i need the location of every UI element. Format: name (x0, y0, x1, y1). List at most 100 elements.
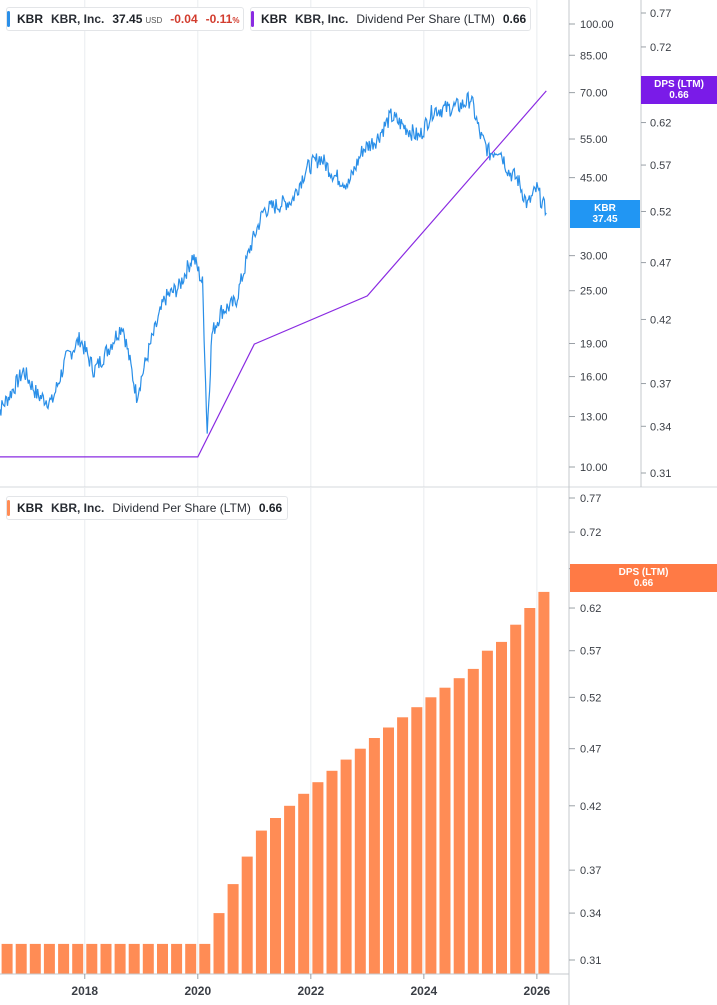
dps-axis-tick-label: 0.52 (650, 206, 671, 218)
legend-price[interactable]: KBR KBR, Inc. 37.45 USD -0.04 -0.11% (6, 7, 244, 31)
legend-dps-value: 0.66 (258, 501, 283, 515)
dps-bar (326, 770, 338, 974)
dps-bar (284, 805, 296, 974)
x-axis-tick-label: 2018 (71, 984, 98, 998)
x-axis-tick-label: 2022 (297, 984, 324, 998)
dps-bar (72, 943, 84, 974)
dps-bar (142, 943, 154, 974)
dps-last-value-tag-bottom: DPS (LTM) 0.66 (570, 564, 717, 592)
price-tag-value: 37.45 (592, 214, 618, 225)
dps-bar (114, 943, 126, 974)
price-axis-tick-label: 19.00 (580, 339, 608, 351)
dps-tag-label: DPS (LTM) (654, 79, 704, 90)
legend-dps-bar-color (7, 500, 10, 516)
dps-bar (298, 793, 310, 974)
dps-bar (340, 759, 352, 974)
bar-axis-tick-label: 0.37 (580, 865, 601, 877)
dps-axis-tick-label: 0.31 (650, 468, 671, 480)
legend-symbol: KBR (17, 501, 43, 515)
dps-tag-value: 0.66 (669, 90, 689, 101)
price-axis-tick-label: 55.00 (580, 134, 608, 146)
dps-bar (270, 818, 281, 974)
price-axis-tick-label: 25.00 (580, 286, 608, 298)
dps-bar (439, 687, 451, 974)
dps-bar (100, 943, 112, 974)
dps-axis-tick-label: 0.34 (650, 421, 671, 433)
bar-axis-tick-label: 0.72 (580, 527, 601, 539)
dps-bar (241, 856, 253, 974)
dps-bar (312, 782, 324, 974)
price-line-series (0, 91, 547, 434)
dps-tag-label: DPS (LTM) (618, 567, 669, 578)
dps-axis-tick-label: 0.37 (650, 379, 671, 391)
dps-bar (157, 943, 168, 974)
price-axis-tick-label: 30.00 (580, 251, 608, 263)
legend-dps-color-bar (251, 11, 254, 27)
price-axis-tick-label: 85.00 (580, 50, 608, 62)
bar-axis-tick-label: 0.77 (580, 493, 601, 505)
price-last-value-tag: KBR 37.45 (570, 200, 640, 228)
dps-bar (15, 943, 27, 974)
dps-bar (397, 717, 409, 974)
dps-axis-tick-label: 0.77 (650, 8, 671, 20)
bar-axis-tick-label: 0.31 (580, 955, 601, 967)
bar-axis-tick-label: 0.47 (580, 744, 601, 756)
legend-dps-value: 0.66 (502, 12, 527, 26)
dps-bar (255, 830, 267, 974)
legend-name: KBR, Inc. (51, 12, 105, 26)
legend-dps-bottom[interactable]: KBR KBR, Inc. Dividend Per Share (LTM) 0… (6, 496, 288, 520)
legend-indicator: Dividend Per Share (LTM) (112, 501, 251, 515)
dps-bar (481, 650, 493, 974)
dps-bar-series (1, 591, 550, 974)
dps-bar (185, 943, 197, 974)
dps-bar (354, 748, 366, 974)
price-axis-tick-label: 100.00 (580, 19, 614, 31)
dps-bar (227, 884, 239, 974)
x-axis-tick-label: 2024 (410, 984, 437, 998)
legend-price-value: 37.45 (112, 12, 143, 26)
top-panel-grid (84, 0, 538, 487)
dps-bar (213, 913, 225, 974)
bar-axis-tick-label: 0.62 (580, 603, 601, 615)
price-axis-tick-label: 10.00 (580, 462, 608, 474)
dps-bar (58, 943, 70, 974)
legend-price-unit: USD (145, 16, 163, 25)
dps-bar (453, 678, 465, 974)
dps-bar (128, 943, 140, 974)
dps-bar (538, 591, 550, 974)
legend-symbol: KBR (261, 12, 287, 26)
dps-bar (29, 943, 41, 974)
dps-bar (411, 707, 423, 974)
dps-bar (171, 943, 183, 974)
dps-bar (368, 738, 380, 974)
dps-bar (43, 943, 55, 974)
price-axis-tick-label: 45.00 (580, 173, 608, 185)
bar-axis-tick-label: 0.57 (580, 646, 601, 658)
dps-line-series (0, 90, 547, 458)
dps-axis-tick-label: 0.42 (650, 314, 671, 326)
legend-indicator: Dividend Per Share (LTM) (356, 12, 495, 26)
legend-name: KBR, Inc. (51, 501, 105, 515)
dps-tag-value: 0.66 (633, 578, 654, 589)
dps-bar (510, 624, 522, 974)
bar-axis-tick-label: 0.42 (580, 801, 601, 813)
dps-axis-tick-label: 0.62 (650, 118, 671, 130)
price-axis-tick-label: 70.00 (580, 88, 608, 100)
dps-bar (199, 943, 211, 974)
price-axis-tick-label: 13.00 (580, 412, 608, 424)
dps-axis-tick-label: 0.72 (650, 42, 671, 54)
dps-axis-tick-label: 0.57 (650, 160, 671, 172)
dps-axis-tick-label: 0.47 (650, 258, 671, 270)
dps-last-value-tag-top: DPS (LTM) 0.66 (641, 76, 717, 104)
bar-axis-tick-label: 0.34 (580, 908, 601, 920)
price-axis-tick-label: 16.00 (580, 372, 608, 384)
bar-axis-tick-label: 0.52 (580, 692, 601, 704)
dps-bar (467, 668, 479, 974)
dps-bar (425, 697, 437, 974)
dps-bar (524, 608, 536, 974)
dps-bar (1, 943, 13, 974)
legend-dps-top[interactable]: KBR KBR, Inc. Dividend Per Share (LTM) 0… (250, 7, 531, 31)
bottom-panel-grid (84, 488, 538, 974)
x-axis-tick-label: 2026 (524, 984, 551, 998)
